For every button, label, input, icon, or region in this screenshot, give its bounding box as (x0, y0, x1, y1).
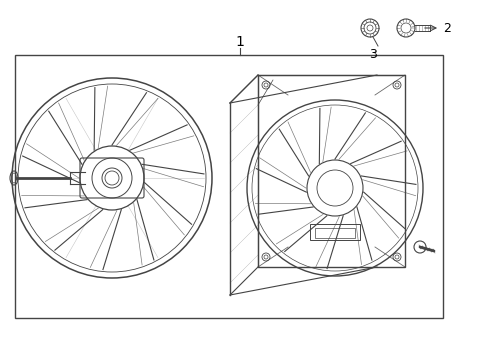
Bar (258, 75, 404, 267)
Bar (314, 228, 354, 238)
Text: 1: 1 (235, 35, 244, 49)
Text: 3: 3 (368, 48, 376, 60)
Bar (309, 224, 359, 240)
Bar (15, 55, 442, 318)
Text: 2: 2 (442, 22, 450, 35)
